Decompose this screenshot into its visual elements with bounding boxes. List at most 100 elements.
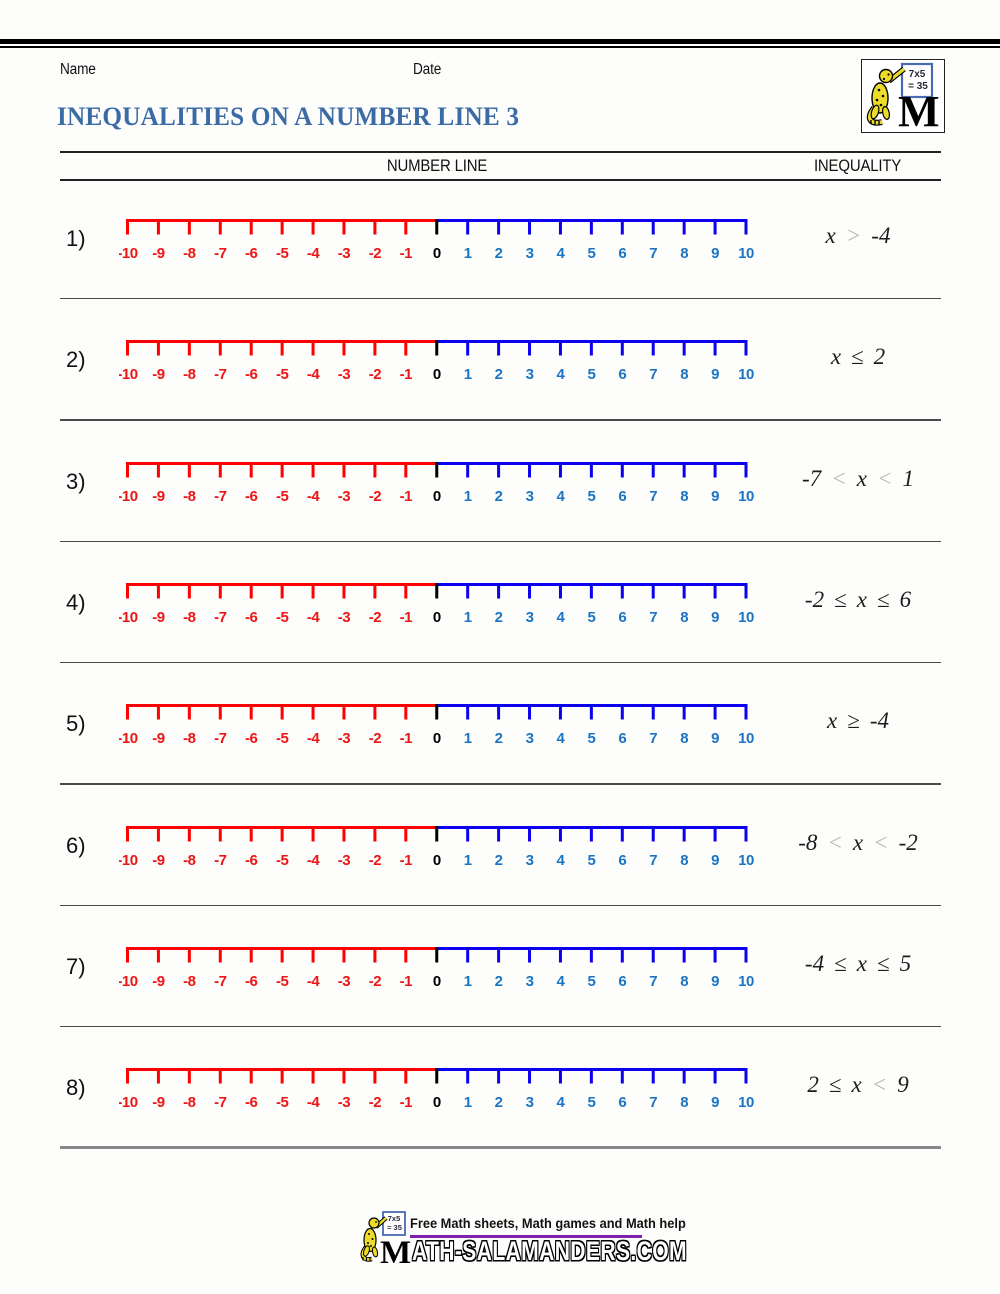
- svg-text:-6: -6: [245, 609, 257, 626]
- row-separator: [60, 298, 941, 300]
- svg-text:-8: -8: [183, 1094, 195, 1111]
- svg-text:-5: -5: [276, 245, 288, 262]
- svg-text:6: 6: [618, 609, 626, 626]
- table-header-top-rule: [60, 151, 941, 153]
- svg-text:10: 10: [738, 245, 754, 262]
- inequality-expression: x ≤2: [830, 344, 886, 370]
- svg-text:-7: -7: [214, 609, 226, 626]
- svg-text:8: 8: [680, 245, 688, 262]
- inequality-expression: -2 ≤ x ≤6: [804, 586, 912, 612]
- svg-text:2: 2: [495, 488, 503, 505]
- worksheet-row: 4) -10 -9 -8 -7 -6 -5 -4 -3 -2 -1 0 1 2 3 4 5 6 7 8 9 10 -2 ≤…: [0, 563, 1000, 684]
- svg-text:-6: -6: [245, 245, 257, 262]
- number-line: -10 -9 -8 -7 -6 -5 -4 -3 -2 -1 0 1 2 3 4 5 6 7 8 9 10: [119, 219, 754, 262]
- svg-text:-8: -8: [183, 488, 195, 505]
- svg-text:1: 1: [464, 852, 472, 869]
- svg-text:3: 3: [526, 973, 534, 990]
- inequality-expression: x ≥ -4: [826, 708, 889, 734]
- svg-text:5: 5: [587, 973, 595, 990]
- svg-text:1: 1: [464, 730, 472, 747]
- row-separator: [60, 1025, 941, 1028]
- svg-text:-2: -2: [369, 973, 381, 990]
- row-number: 2): [66, 347, 86, 373]
- svg-text:5: 5: [587, 488, 595, 505]
- inequality-expression: -7 < x <1: [802, 465, 914, 491]
- svg-text:7: 7: [649, 245, 657, 262]
- logo-board-text-2: = 35: [908, 81, 928, 92]
- svg-text:-5: -5: [276, 609, 288, 626]
- svg-text:3: 3: [526, 488, 534, 505]
- svg-text:0: 0: [433, 973, 441, 990]
- svg-text:-3: -3: [338, 730, 350, 747]
- svg-text:-10: -10: [119, 488, 138, 505]
- worksheet-row: 5) -10 -9 -8 -7 -6 -5 -4 -3 -2 -1 0 1 2 3 4 5 6 7 8 9 10 x ≥ -…: [0, 684, 1000, 805]
- svg-text:4: 4: [557, 973, 566, 990]
- row-number: 1): [66, 226, 86, 251]
- row-number: 8): [66, 1075, 86, 1101]
- svg-text:8: 8: [680, 488, 688, 505]
- svg-text:-4: -4: [307, 488, 320, 505]
- svg-text:1: 1: [464, 488, 472, 505]
- svg-text:-7: -7: [214, 488, 226, 505]
- svg-text:0: 0: [433, 730, 441, 747]
- svg-text:-10: -10: [119, 730, 138, 747]
- svg-text:5: 5: [587, 609, 595, 626]
- svg-text:10: 10: [738, 366, 754, 383]
- footer-m-letter: M: [380, 1235, 411, 1265]
- worksheet-row: 6) -10 -9 -8 -7 -6 -5 -4 -3 -2 -1 0 1 2 3 4 5 6 7 8 9 10 -8 <…: [0, 806, 1000, 927]
- svg-text:8: 8: [680, 1094, 688, 1111]
- svg-text:6: 6: [618, 1094, 626, 1111]
- svg-text:-8: -8: [183, 852, 195, 869]
- worksheet-row: 1) -10 -9 -8 -7 -6 -5 -4 -3 -2 -1 0 1 2 3 4 5 6 7 8 9 10 x > -…: [0, 199, 1000, 320]
- svg-text:4: 4: [557, 488, 566, 505]
- svg-text:3: 3: [526, 245, 534, 262]
- salamander-logo-icon: 7x5 = 35 M: [866, 62, 940, 136]
- svg-text:3: 3: [526, 1094, 534, 1111]
- svg-text:-3: -3: [338, 852, 350, 869]
- svg-text:3: 3: [526, 730, 534, 747]
- svg-text:10: 10: [738, 730, 754, 747]
- page-title: INEQUALITIES ON A NUMBER LINE 3: [57, 102, 520, 131]
- svg-text:-10: -10: [119, 245, 138, 262]
- svg-text:2: 2: [495, 973, 503, 990]
- svg-text:-2: -2: [369, 852, 381, 869]
- svg-text:1: 1: [464, 245, 472, 262]
- inequality-expression: -4 ≤ x ≤5: [804, 950, 912, 976]
- worksheet-row: 3) -10 -9 -8 -7 -6 -5 -4 -3 -2 -1 0 1 2 3 4 5 6 7 8 9 10 -7 <…: [0, 442, 1000, 563]
- svg-text:1: 1: [464, 973, 472, 990]
- svg-text:-9: -9: [152, 730, 164, 747]
- inequality-expression: -8 < x < -2: [798, 829, 918, 855]
- salamander-figure: [866, 66, 906, 126]
- svg-text:-5: -5: [276, 1094, 288, 1111]
- svg-text:-1: -1: [400, 973, 412, 990]
- svg-text:5: 5: [587, 245, 595, 262]
- svg-text:10: 10: [738, 1094, 754, 1111]
- svg-text:-9: -9: [152, 852, 164, 869]
- svg-text:-5: -5: [276, 852, 288, 869]
- footer-salamander-figure: [360, 1216, 388, 1262]
- svg-text:6: 6: [618, 366, 626, 383]
- row-separator: [60, 904, 941, 906]
- row-separator: [60, 661, 941, 664]
- svg-text:4: 4: [557, 366, 566, 383]
- row-number: 4): [66, 589, 86, 615]
- svg-text:-6: -6: [245, 852, 257, 869]
- svg-text:8: 8: [680, 973, 688, 990]
- svg-text:4: 4: [557, 730, 566, 747]
- svg-text:-7: -7: [214, 1094, 226, 1111]
- top-divider-bar: [0, 39, 1000, 48]
- svg-text:-1: -1: [400, 730, 412, 747]
- svg-text:7: 7: [649, 609, 657, 626]
- svg-text:1: 1: [464, 609, 472, 626]
- footer: 7x5 = 35 M Free Math sheets, Math games: [358, 1209, 687, 1269]
- svg-text:1: 1: [464, 366, 472, 383]
- table-header-bottom-rule: [60, 179, 941, 181]
- svg-text:10: 10: [738, 488, 754, 505]
- svg-text:-4: -4: [307, 366, 320, 383]
- svg-text:7: 7: [649, 366, 657, 383]
- svg-text:-7: -7: [214, 852, 226, 869]
- svg-text:9: 9: [711, 245, 719, 262]
- row-separator: [60, 1146, 941, 1149]
- svg-text:-9: -9: [152, 245, 164, 262]
- svg-text:-3: -3: [338, 609, 350, 626]
